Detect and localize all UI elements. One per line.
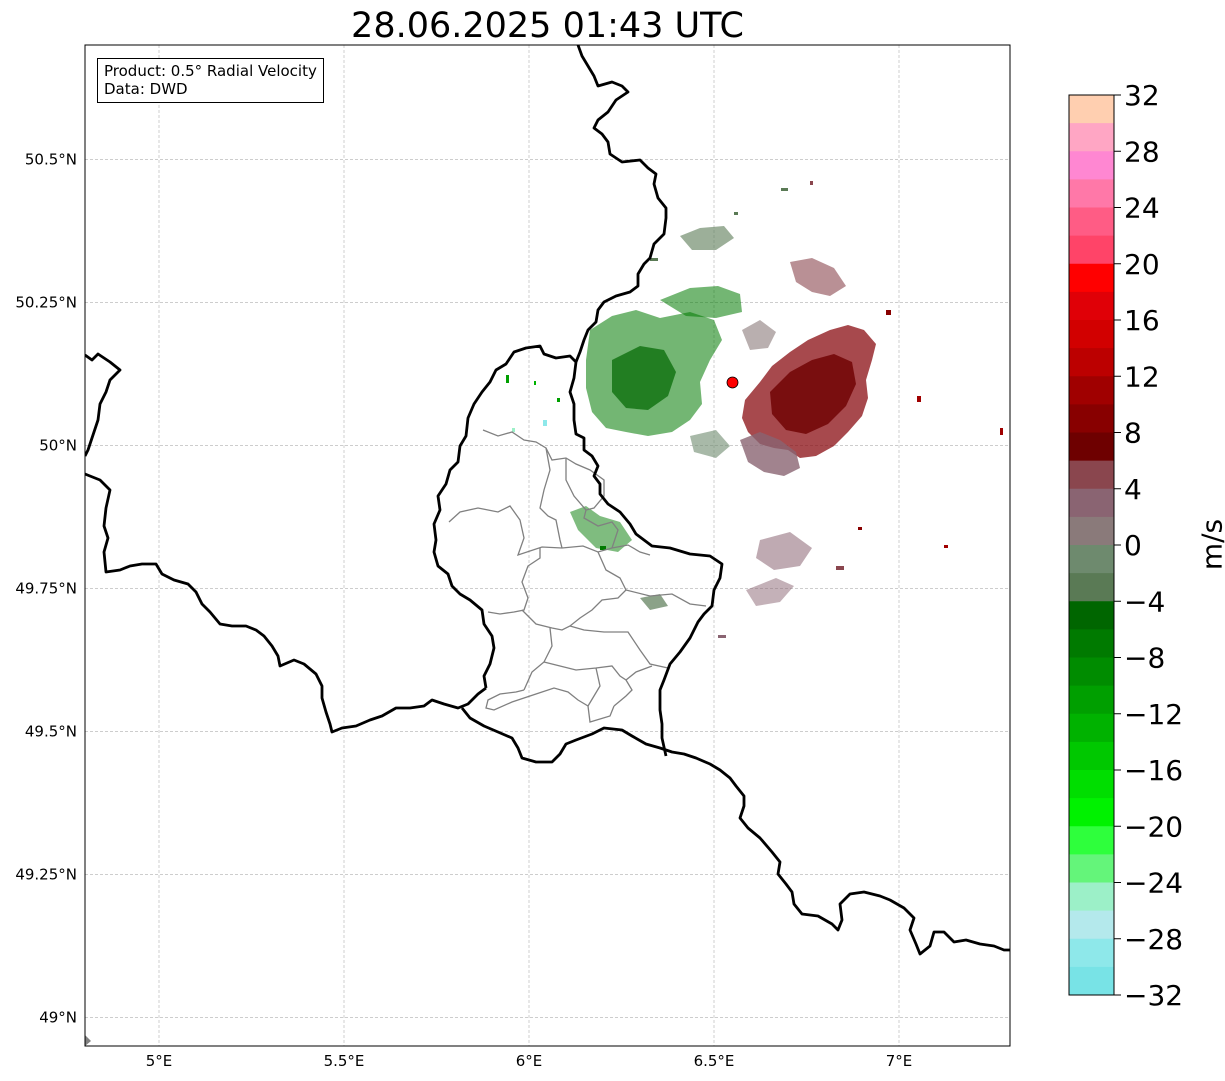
colorbar-segment [1069, 601, 1114, 630]
colorbar-segment [1069, 938, 1114, 968]
colorbar-segment [1069, 235, 1114, 265]
colorbar-tick-label: −28 [1124, 923, 1183, 956]
colorbar-segment [1069, 966, 1114, 996]
colorbar-segment [1069, 573, 1114, 602]
map-background [85, 45, 1010, 1046]
colorbar-segment [1069, 263, 1114, 293]
map-title: 28.06.2025 01:43 UTC [351, 6, 744, 46]
data-source-label: Data: DWD [104, 80, 188, 98]
colorbar-tick-label: −8 [1124, 642, 1165, 675]
colorbar-tick-label: −20 [1124, 810, 1183, 843]
lon-tick-label: 6°E [516, 1052, 543, 1070]
colorbar-segment [1069, 151, 1114, 180]
latitude-labels: 50.5°N 50.25°N 50°N 49.75°N 49.5°N 49.25°N 49°… [15, 150, 77, 1026]
colorbar-tick-label: −24 [1124, 867, 1183, 900]
colorbar-segment [1069, 854, 1114, 883]
lat-tick-label: 50°N [39, 436, 77, 454]
colorbar-segment [1069, 713, 1114, 743]
colorbar-segment [1069, 488, 1114, 518]
velocity-echoes-receding [718, 181, 1003, 638]
velocity-echoes-approaching [506, 212, 742, 610]
colorbar-segment [1069, 657, 1114, 687]
lon-tick-label: 5°E [146, 1052, 173, 1070]
colorbar-segment [1069, 741, 1114, 771]
canton-boundaries [448, 429, 707, 723]
product-label: Product: 0.5° Radial Velocity [104, 62, 317, 80]
colorbar-segment [1069, 629, 1114, 658]
colorbar-segment [1069, 826, 1114, 855]
lat-tick-label: 50.5°N [25, 150, 77, 168]
colorbar-segment [1069, 123, 1114, 152]
colorbar-tick-label: 24 [1124, 192, 1160, 225]
colorbar-tick-label: 20 [1124, 248, 1160, 281]
map-frame [84, 44, 1011, 1047]
colorbar-segment [1069, 320, 1114, 349]
colorbar-segment [1069, 910, 1114, 940]
colorbar-tick-label: 28 [1124, 135, 1160, 168]
colorbar-ticks: 32 28 24 20 16 12 8 4 0 −4 −8 −12 −16 −20 −24 −28 −32 [1114, 79, 1183, 1012]
lat-tick-label: 49.25°N [15, 865, 77, 883]
colorbar-segment [1069, 348, 1114, 377]
colorbar-tick-label: 12 [1124, 360, 1160, 393]
colorbar-segment [1069, 798, 1114, 827]
product-info-box: Product: 0.5° Radial Velocity Data: DWD [97, 58, 324, 103]
colorbar-segment [1069, 291, 1114, 321]
colorbar-segment [1069, 882, 1114, 912]
lat-tick-label: 50.25°N [15, 293, 77, 311]
colorbar-segment [1069, 95, 1114, 124]
lon-tick-label: 5.5°E [324, 1052, 365, 1070]
colorbar-tick-label: 0 [1124, 529, 1142, 562]
colorbar-tick-label: 4 [1124, 473, 1142, 506]
colorbar-tick-label: −32 [1124, 979, 1183, 1012]
colorbar-tick-label: −4 [1124, 585, 1165, 618]
colorbar-segment [1069, 376, 1114, 405]
colorbar-segment [1069, 545, 1114, 574]
colorbar-segment [1069, 207, 1114, 237]
colorbar-tick-label: 8 [1124, 417, 1142, 450]
colorbar-segment [1069, 770, 1114, 799]
colorbar-tick-label: 16 [1124, 304, 1160, 337]
colorbar-segment [1069, 179, 1114, 208]
lat-tick-label: 49.5°N [25, 722, 77, 740]
colorbar-segment [1069, 516, 1114, 546]
colorbar-segment [1069, 404, 1114, 433]
lon-tick-label: 6.5°E [694, 1052, 735, 1070]
lat-tick-label: 49.75°N [15, 579, 77, 597]
colorbar-tick-label: −12 [1124, 698, 1183, 731]
lon-tick-label: 7°E [886, 1052, 913, 1070]
colorbar-tick-label: 32 [1124, 79, 1160, 112]
national-borders [85, 45, 1010, 956]
colorbar-segment [1069, 685, 1114, 715]
radar-site-marker [726, 376, 739, 389]
lat-tick-label: 49°N [39, 1008, 77, 1026]
colorbar-segment [1069, 460, 1114, 490]
colorbar-tick-label: −16 [1124, 754, 1183, 787]
colorbar-segment [1069, 432, 1114, 462]
map-gridlines [85, 45, 1010, 1046]
longitude-labels: 5°E 5.5°E 6°E 6.5°E 7°E [146, 1052, 913, 1070]
colorbar-unit-label: m/s [1195, 518, 1225, 571]
colorbar [1069, 95, 1114, 996]
